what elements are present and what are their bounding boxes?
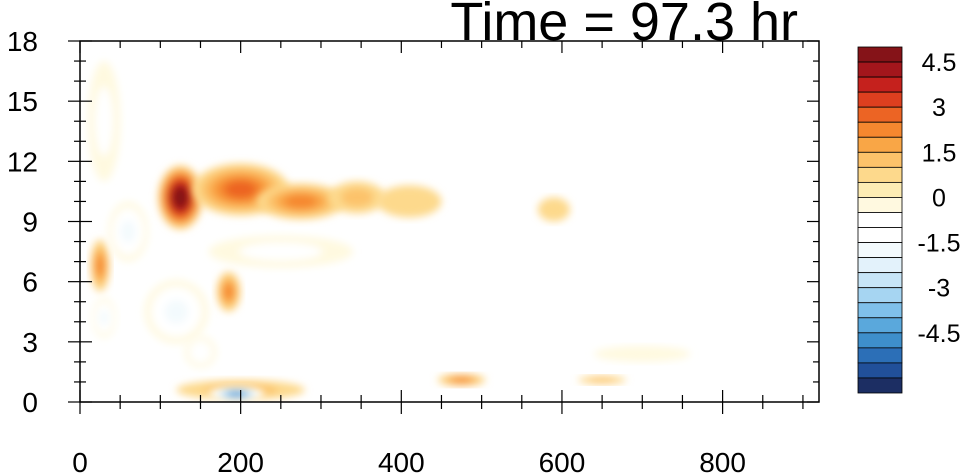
colorbar-label: 4.5 [922,49,957,77]
contour-level [225,181,257,198]
contour-level [230,392,244,396]
x-tick-label: 400 [378,447,425,473]
colorbar-label: -1.5 [917,230,960,258]
contour-level [175,189,186,205]
y-axis-labels: 0 3 6 9 12 15 18 [7,26,38,418]
y-axis-ticks [68,40,819,403]
y-tick-label: 15 [7,86,38,117]
contour-level [377,185,442,218]
colorbar-labels: 4.5 3 1.5 0 -1.5 -3 -4.5 [917,49,960,348]
colorbar-box [857,181,903,198]
x-tick-label: 0 [72,447,88,473]
x-tick-label: 800 [699,447,746,473]
colorbar-box [857,46,903,63]
colorbar-box [857,106,903,123]
contour-feature [208,385,265,402]
contour-level [452,377,471,383]
y-tick-label: 3 [22,327,38,358]
x-axis-ticks [79,41,804,414]
colorbar-box [857,317,903,334]
colorbar-box [857,121,903,138]
contour-level [340,188,374,207]
colorbar-label: 1.5 [922,139,957,167]
contour-feature [578,375,627,384]
contour-feature [208,235,354,268]
colorbar-box [857,61,903,78]
colorbar-box [857,302,903,319]
contour-feature [216,271,241,312]
colorbar-box [857,166,903,183]
contour-feature [88,61,121,182]
colorbar-label: -3 [928,275,950,303]
contour-field [88,61,691,402]
contour-level [224,284,233,299]
contour-feature [437,373,486,386]
y-tick-label: 9 [22,207,38,238]
contour-level [96,256,104,276]
chart-title: Time = 97.3 hr [450,0,798,52]
contour-feature [92,297,117,338]
contour-level [594,345,691,362]
colorbar-box [857,91,903,108]
colorbar-box [857,287,903,304]
colorbar [857,46,903,394]
contour-level [284,194,317,208]
colorbar-box [857,362,903,379]
colorbar-box [857,242,903,259]
contour-level [164,300,189,324]
x-axis-labels: 0 200 400 600 800 [72,447,746,473]
contour-level [537,197,570,222]
colorbar-box [857,272,903,289]
contour-feature [537,197,570,222]
colorbar-label: -4.5 [917,320,960,348]
contour-level [120,220,136,243]
contour-level [99,310,109,326]
colorbar-box [857,76,903,93]
colorbar-label: 3 [932,94,946,122]
x-tick-label: 600 [539,447,586,473]
colorbar-box [857,197,903,213]
contour-feature [144,279,209,344]
y-tick-label: 0 [22,387,38,418]
colorbar-box [857,257,903,274]
contour-feature [594,345,691,362]
colorbar-box [857,332,903,349]
y-tick-label: 12 [7,146,38,177]
x-tick-label: 200 [217,447,264,473]
contour-level [94,86,114,156]
contour-feature [90,239,110,292]
colorbar-box [857,212,903,228]
contour-feature [184,335,217,368]
contour-level [588,377,616,383]
colorbar-box [857,151,903,168]
colorbar-box [857,377,903,394]
contour-feature [157,165,203,230]
colorbar-label: 0 [932,184,946,212]
contour-level [193,344,208,359]
colorbar-box [857,227,903,243]
contour-feature [329,181,386,214]
colorbar-box [857,347,903,364]
y-tick-label: 6 [22,267,38,298]
colorbar-box [857,136,903,153]
contour-feature [108,201,149,262]
contour-feature [256,183,346,220]
contour-level [239,242,323,261]
y-tick-label: 18 [7,26,38,57]
contour-feature [377,185,442,218]
